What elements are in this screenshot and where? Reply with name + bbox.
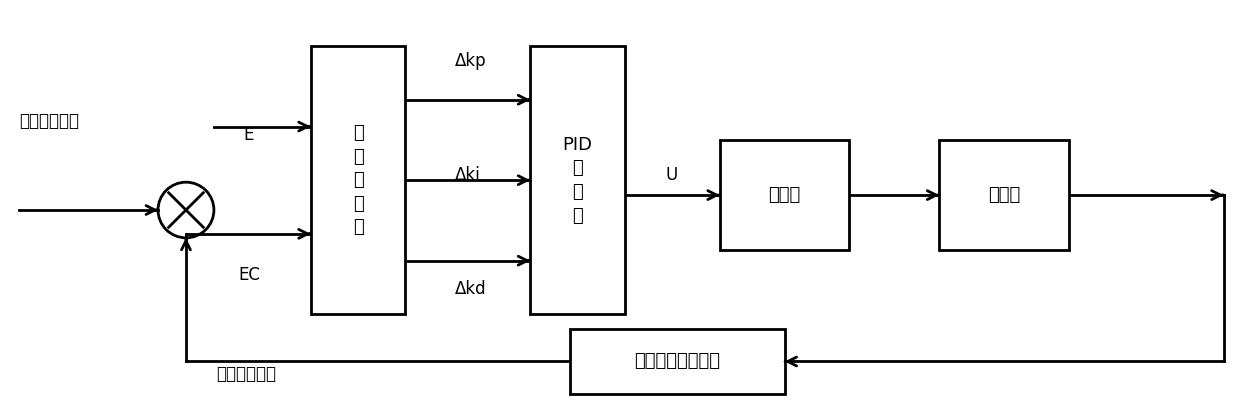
Text: E: E [243,126,254,144]
Text: 变频器: 变频器 [769,186,801,204]
Text: U: U [666,166,678,184]
Text: 溶解氧在线监测仪: 溶解氧在线监测仪 [635,352,720,370]
Text: 溶解氧当前值: 溶解氧当前值 [216,365,277,383]
Text: 鼓风机: 鼓风机 [988,186,1021,204]
Bar [311,46,405,314]
Text: 模
糊
控
制
器: 模 糊 控 制 器 [352,124,363,236]
Bar [719,140,849,250]
Bar [531,46,625,314]
Text: Δkp: Δkp [455,52,487,70]
Text: PID
调
节
器: PID 调 节 器 [563,136,593,225]
Text: 溶解氧给定值: 溶解氧给定值 [20,112,79,130]
Bar [570,329,785,394]
Bar [939,140,1069,250]
Text: Δki: Δki [455,166,481,184]
Text: Δkd: Δkd [455,281,487,299]
Text: EC: EC [238,265,259,284]
